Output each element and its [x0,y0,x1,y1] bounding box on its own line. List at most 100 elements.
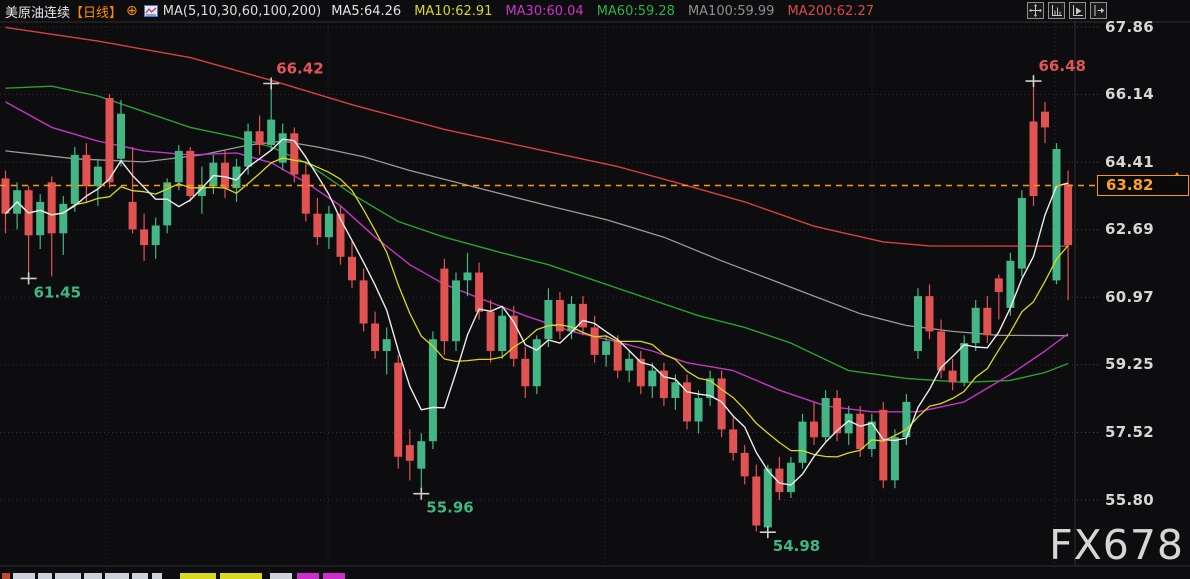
candle-bullish[interactable] [267,83,276,151]
candle-bearish[interactable] [47,176,56,277]
pan-icon[interactable] [1027,2,1044,19]
mini-kline-icon[interactable] [143,5,158,17]
ma60-line [5,85,1069,383]
candle-bullish[interactable] [324,205,333,249]
candle-bearish[interactable] [24,186,33,279]
candle-bearish[interactable] [405,429,414,481]
period-label[interactable]: 【日线】 [70,5,123,21]
candle-bearish[interactable] [486,300,495,363]
candle-bearish[interactable] [313,198,322,246]
candle-bullish[interactable] [197,166,206,214]
candle-bearish[interactable] [994,274,1003,320]
candle-bullish[interactable] [625,351,634,383]
candle-bullish[interactable] [13,182,22,230]
candle-bullish[interactable] [671,374,680,410]
candle-bullish[interactable] [117,100,125,167]
candle-bearish[interactable] [221,150,229,198]
candle-bearish[interactable] [1041,101,1049,144]
candle-bullish[interactable] [706,370,715,406]
candle-bearish[interactable] [636,351,645,395]
candle-bullish[interactable] [763,464,772,533]
candle-bearish[interactable] [359,268,368,332]
candle-bearish[interactable] [186,147,195,202]
candle-bearish[interactable] [371,311,380,359]
candle-bearish[interactable] [555,292,564,340]
candle-bullish[interactable] [163,178,172,234]
candle-bearish[interactable] [521,347,530,398]
candle-bullish[interactable] [174,145,183,191]
candle-bearish[interactable] [394,354,403,469]
candle-bullish[interactable] [544,288,553,347]
exit-icon[interactable] [1090,2,1107,19]
candle-bearish[interactable] [301,162,310,222]
axis-tick-label: 57.52 [1105,423,1154,441]
candle-bullish[interactable] [382,327,391,375]
circle-plus-icon[interactable]: ⊕ [126,3,138,19]
candle-bearish[interactable] [1,170,10,234]
candle-bearish[interactable] [140,213,149,261]
candle-bullish[interactable] [914,288,922,359]
clipped-text-fragment [132,573,148,579]
candle-bullish[interactable] [532,335,541,395]
candle-bullish[interactable] [428,331,437,449]
candle-bullish[interactable] [798,413,807,469]
candle-bullish[interactable] [844,405,853,446]
candle-bearish[interactable] [983,296,992,344]
candle-bearish[interactable] [729,417,738,461]
candle-bearish[interactable] [440,258,449,355]
candle-bearish[interactable] [810,401,818,446]
candle-bearish[interactable] [475,262,484,320]
candle-bearish[interactable] [290,127,299,183]
candle-bearish[interactable] [833,390,842,442]
candle-bearish[interactable] [752,464,761,532]
candle-bearish[interactable] [82,143,91,202]
candle-bearish[interactable] [1064,170,1073,301]
candle-bullish[interactable] [452,272,460,352]
candle-bullish[interactable] [498,307,507,359]
candle-bullish[interactable] [244,123,253,175]
candle-bearish[interactable] [105,94,114,189]
candle-bearish[interactable] [336,205,345,265]
candle-bullish[interactable] [209,154,218,195]
candle-bearish[interactable] [856,405,865,457]
candle-bullish[interactable] [59,196,68,255]
candle-bullish[interactable] [70,147,79,212]
candle-bullish[interactable] [648,362,657,398]
candle-bullish[interactable] [417,433,426,494]
candle-bearish[interactable] [775,456,784,500]
indicator-window-icon[interactable] [1048,2,1065,19]
candle-bullish[interactable] [694,390,703,434]
candle-bearish[interactable] [948,358,957,391]
candle-bullish[interactable] [867,413,876,457]
candle-bearish[interactable] [717,370,726,438]
candle-bearish[interactable] [509,305,518,367]
candle-bullish[interactable] [960,335,969,387]
candle-bearish[interactable] [348,241,356,289]
playback-icon[interactable] [1069,2,1086,19]
candle-bullish[interactable] [36,194,45,249]
candle-bullish[interactable] [463,252,472,297]
candle-bullish[interactable] [890,429,899,489]
candle-bullish[interactable] [786,456,795,498]
candle-bearish[interactable] [937,319,946,379]
candle-bullish[interactable] [1006,252,1015,316]
candle-bullish[interactable] [971,300,980,351]
candle-bullish[interactable] [1052,143,1061,285]
candle-bearish[interactable] [1029,81,1038,206]
candle-bearish[interactable] [579,296,587,336]
candle-bullish[interactable] [602,335,611,367]
candle-bearish[interactable] [255,115,264,155]
candle-bullish[interactable] [278,123,287,171]
candle-bearish[interactable] [925,284,934,340]
candle-bullish[interactable] [151,217,160,259]
candle-bullish[interactable] [1017,190,1026,277]
candle-bearish[interactable] [613,335,622,379]
symbol-name[interactable]: 美原油连续 [5,5,71,21]
candle-bearish[interactable] [659,362,668,406]
candle-bearish[interactable] [683,374,691,430]
candle-bullish[interactable] [821,390,830,442]
candle-bearish[interactable] [879,401,888,489]
candle-bearish[interactable] [740,445,749,485]
price-axis[interactable]: 67.86 66.14 64.41 62.69 60.97 59.25 57.52 55.80 [1100,0,1190,579]
